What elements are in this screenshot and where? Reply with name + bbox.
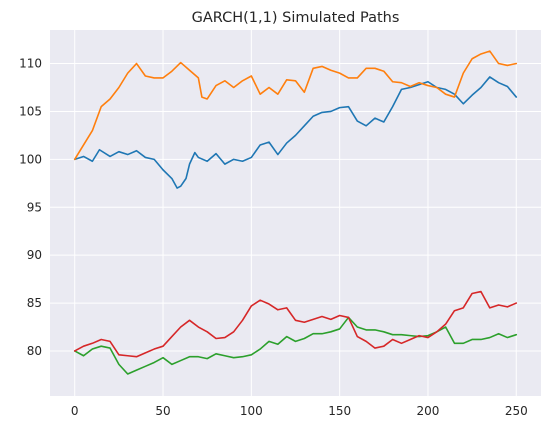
y-tick-label: 110 [19,57,42,71]
series-line-4 [73,290,518,358]
series-line-2 [73,50,518,161]
grid-y [50,63,541,352]
y-tick-label: 95 [27,200,42,214]
x-tick-label: 150 [328,404,351,418]
chart-title: GARCH(1,1) Simulated Paths [192,10,400,26]
x-tick-label: 250 [505,404,528,418]
x-tick-label: 100 [240,404,263,418]
y-tick-label: 90 [27,248,42,262]
x-tick-label: 50 [155,404,170,418]
plot-background [50,30,541,396]
series-layer [73,50,518,375]
x-tick-labels: 0 50 100 150 200 250 [71,404,528,418]
y-tick-labels: 80 85 90 95 100 105 110 [19,57,42,358]
y-tick-label: 105 [19,104,42,118]
x-tick-label: 0 [71,404,79,418]
x-tick-label: 200 [417,404,440,418]
y-tick-label: 80 [27,344,42,358]
series-line-3 [73,316,518,375]
y-tick-label: 85 [27,296,42,310]
y-tick-label: 100 [19,152,42,166]
